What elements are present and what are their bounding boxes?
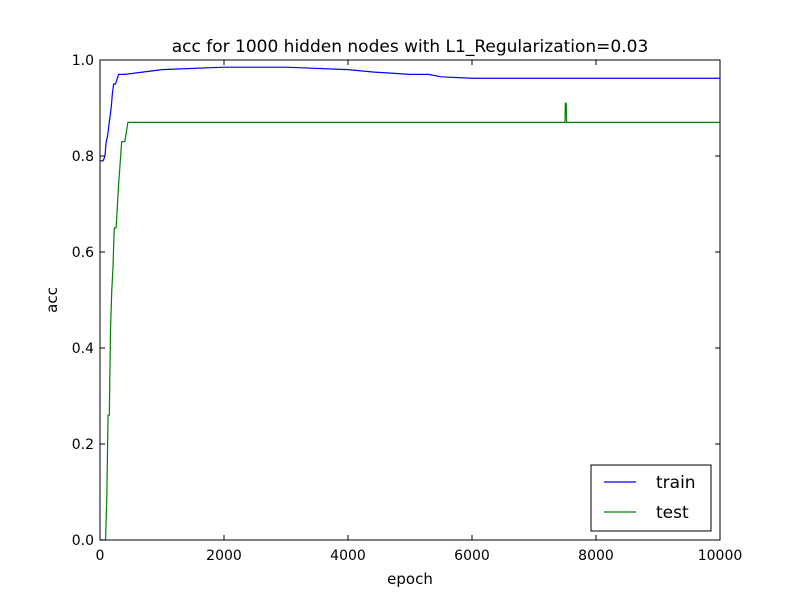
legend: train test <box>590 464 712 532</box>
y-tick-label: 0.0 <box>72 533 94 549</box>
legend-label-test: test <box>656 503 689 523</box>
y-tick-label: 1.0 <box>72 53 94 69</box>
x-tick-label: 4000 <box>330 548 366 564</box>
x-axis-label: epoch <box>387 570 433 588</box>
x-tick-label: 0 <box>96 548 105 564</box>
y-tick-label: 0.2 <box>72 437 94 453</box>
series-layer <box>100 66 720 541</box>
legend-box <box>590 464 712 532</box>
x-tick-label: 2000 <box>206 548 242 564</box>
y-axis-label: acc <box>43 287 61 313</box>
x-tick-label: 10000 <box>698 548 743 564</box>
plot-area-frame <box>99 59 721 541</box>
x-tick-label: 8000 <box>578 548 614 564</box>
x-tick-label: 6000 <box>454 548 490 564</box>
chart-title: acc for 1000 hidden nodes with L1_Regula… <box>172 37 649 57</box>
y-tick-label: 0.8 <box>72 149 94 165</box>
y-tick-label: 0.4 <box>72 341 94 357</box>
series-line-test <box>100 102 720 541</box>
legend-label-train: train <box>656 473 696 493</box>
series-line-train <box>100 66 720 162</box>
y-tick-label: 0.6 <box>72 245 94 261</box>
